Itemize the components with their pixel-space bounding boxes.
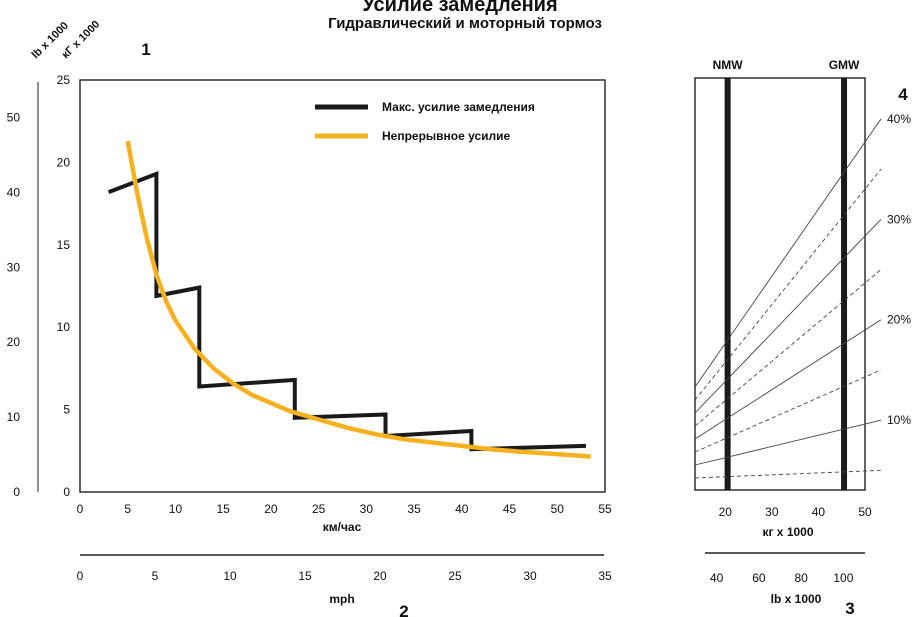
legend-label-cont: Непрерывное усилие xyxy=(382,129,511,143)
grade-line-dashed xyxy=(694,168,882,401)
x-tick-lb-right: 40 xyxy=(710,571,724,585)
weight-marker-label: GMW xyxy=(829,58,860,72)
x-tick-mph: 15 xyxy=(298,569,312,583)
chart-title: Усилие замедления xyxy=(362,0,557,16)
x-tick-kg-right: 30 xyxy=(765,505,779,519)
x-tick-kmh: 15 xyxy=(217,502,231,516)
x-tick-kmh: 5 xyxy=(124,502,131,516)
x-tick-mph: 10 xyxy=(223,569,237,583)
legend: Макс. усилие замедления Непрерывное усил… xyxy=(315,100,535,143)
series-layer xyxy=(107,140,591,459)
chart-subtitle: Гидравлический и моторный тормоз xyxy=(328,15,602,32)
y-ticks-kg: 0 5 10 15 20 25 xyxy=(57,73,71,499)
x-tick-mph: 30 xyxy=(523,569,537,583)
series-max-line xyxy=(107,170,586,452)
x-tick-kmh: 10 xyxy=(169,502,183,516)
y-tick-lb: 10 xyxy=(7,410,21,424)
grade-line-dashed xyxy=(694,269,882,427)
legend-label-max: Макс. усилие замедления xyxy=(382,100,535,114)
callout-1: 1 xyxy=(141,40,150,59)
y-tick-lb: 30 xyxy=(7,260,21,274)
y-tick-kg: 20 xyxy=(57,155,71,169)
x-ticks-mph: 0 5 10 15 20 25 30 35 xyxy=(77,569,612,583)
y-tick-lb: 50 xyxy=(7,110,21,124)
x-tick-mph: 35 xyxy=(598,569,612,583)
callout-4: 4 xyxy=(898,85,908,104)
x-tick-kg-right: 50 xyxy=(858,505,872,519)
x-tick-mph: 5 xyxy=(152,569,159,583)
y-tick-kg: 15 xyxy=(57,238,71,252)
y-tick-lb: 40 xyxy=(7,185,21,199)
x-tick-kg-right: 20 xyxy=(719,505,733,519)
x-tick-kmh: 35 xyxy=(407,502,421,516)
x-tick-lb-right: 80 xyxy=(794,571,808,585)
weight-marker-label: NMW xyxy=(713,58,744,72)
grade-lines: 10% 20% 30% 40% xyxy=(694,112,911,479)
y-tick-kg: 10 xyxy=(57,320,71,334)
grade-line-solid xyxy=(694,419,882,466)
x-tick-kmh: 50 xyxy=(551,502,565,516)
grade-line-dashed xyxy=(694,469,882,479)
grade-label: 10% xyxy=(887,413,911,427)
x-tick-kg-right: 40 xyxy=(812,505,826,519)
grade-line-solid xyxy=(694,319,882,440)
x-tick-mph: 25 xyxy=(448,569,462,583)
y-tick-lb: 20 xyxy=(7,335,21,349)
x-ticks-lb-right: 40 60 80 100 xyxy=(710,571,854,585)
plot-frame xyxy=(79,79,606,493)
x-tick-lb-right: 60 xyxy=(752,571,766,585)
grade-label: 20% xyxy=(887,313,911,327)
y-ticks-lb: 0 10 20 30 40 50 xyxy=(7,110,21,499)
x-tick-kmh: 45 xyxy=(503,502,517,516)
x-axis-label-lb-right: lb x 1000 xyxy=(771,592,822,606)
x-tick-mph: 0 xyxy=(77,569,84,583)
x-tick-kmh: 30 xyxy=(360,502,374,516)
weight-plot-frame xyxy=(694,77,866,491)
x-tick-lb-right: 100 xyxy=(833,571,853,585)
weight-markers: NMW GMW xyxy=(713,58,860,490)
grade-label: 30% xyxy=(887,212,911,226)
x-ticks-kg-right: 20 30 40 50 xyxy=(719,505,872,519)
grade-label: 40% xyxy=(887,112,911,126)
y-tick-kg: 5 xyxy=(63,403,70,417)
y-tick-kg: 25 xyxy=(57,73,71,87)
series-continuous-line xyxy=(125,140,591,459)
x-axis-label-kmh: км/час xyxy=(323,520,362,534)
y-tick-lb: 0 xyxy=(13,485,20,499)
grade-line-dashed xyxy=(694,369,882,453)
x-tick-kmh: 0 xyxy=(77,502,84,516)
grade-line-solid xyxy=(694,118,882,388)
x-axis-label-mph: mph xyxy=(329,592,354,606)
callout-2: 2 xyxy=(399,602,408,617)
x-ticks-kmh: 0 5 10 15 20 25 30 35 40 45 50 55 xyxy=(77,502,612,516)
callout-3: 3 xyxy=(845,599,854,617)
x-axis-label-kg-right: кг x 1000 xyxy=(762,525,813,539)
x-tick-kmh: 20 xyxy=(264,502,278,516)
x-tick-kmh: 40 xyxy=(455,502,469,516)
grade-line-solid xyxy=(694,219,882,414)
x-tick-kmh: 55 xyxy=(598,502,612,516)
x-tick-kmh: 25 xyxy=(312,502,326,516)
x-tick-mph: 20 xyxy=(373,569,387,583)
y-tick-kg: 0 xyxy=(63,485,70,499)
